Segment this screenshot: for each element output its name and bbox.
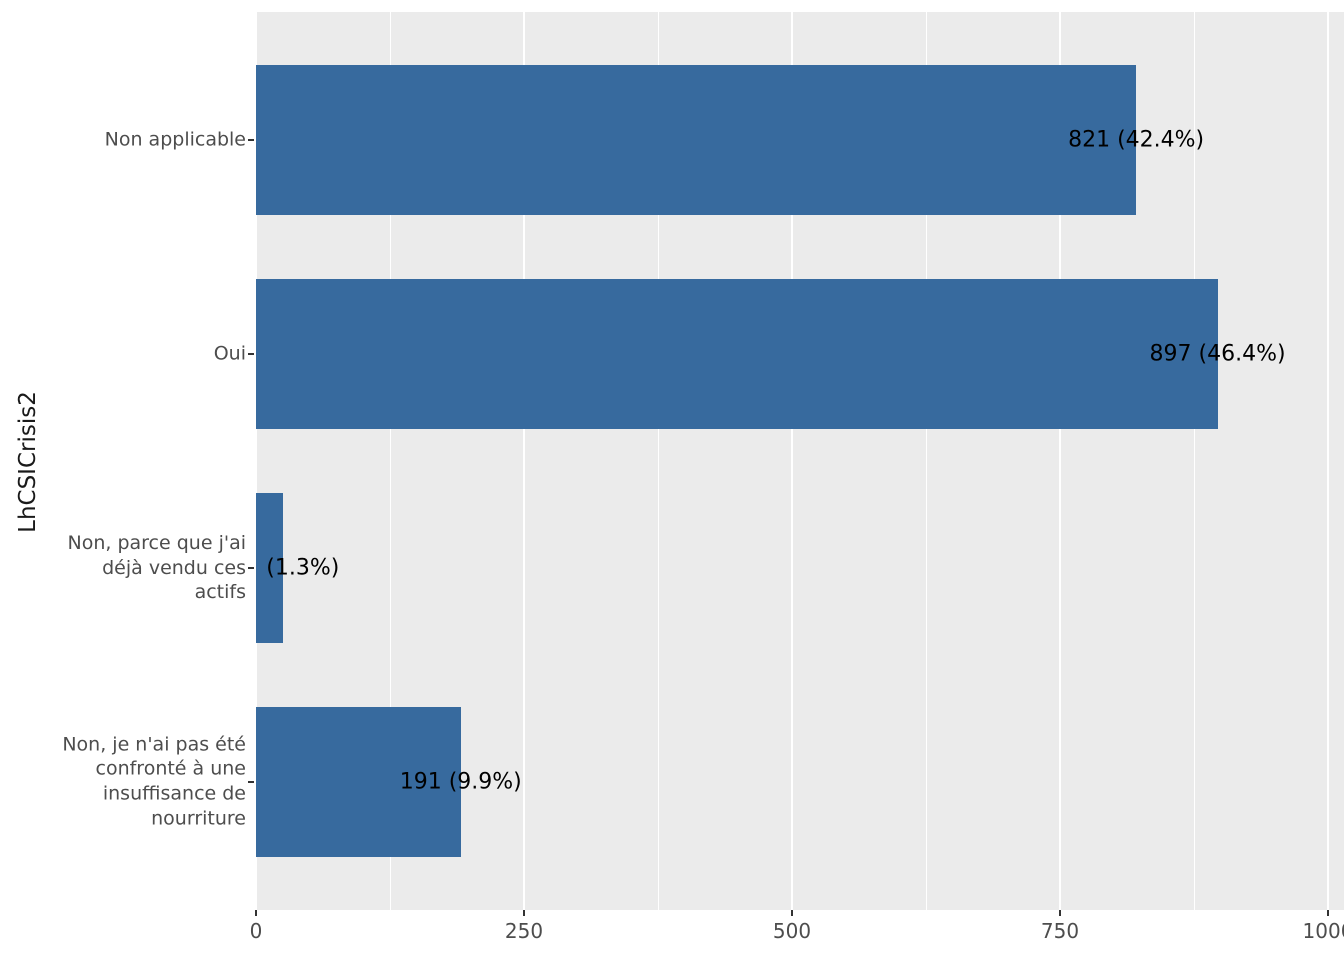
x-axis-tick-label: 0 bbox=[249, 919, 263, 943]
minor-gridline bbox=[925, 12, 927, 910]
category-tick-label: Oui bbox=[213, 342, 246, 365]
bar-value-label: 191 (9.9%) bbox=[399, 769, 522, 795]
bar bbox=[256, 706, 461, 857]
major-gridline bbox=[1327, 12, 1329, 910]
category-tick-label: Non applicable bbox=[104, 128, 246, 151]
plot-panel: 821 (42.4%) 897 (46.4%) (1.3%) 191 (9.9%) bbox=[256, 12, 1344, 910]
x-tick-mark bbox=[255, 910, 257, 916]
x-tick-mark bbox=[791, 910, 793, 916]
bar-value-label: 897 (46.4%) bbox=[1149, 341, 1286, 367]
minor-gridline bbox=[1193, 12, 1195, 910]
y-tick-mark bbox=[248, 139, 254, 142]
bar-value-label: 821 (42.4%) bbox=[1068, 127, 1205, 153]
y-tick-mark bbox=[248, 780, 254, 783]
major-gridline bbox=[791, 12, 793, 910]
major-gridline bbox=[1059, 12, 1061, 910]
bar bbox=[256, 493, 283, 643]
major-gridline bbox=[256, 12, 257, 910]
y-axis-labels: Non applicable Oui Non, parce que j'ai déj… bbox=[0, 12, 246, 910]
minor-gridline bbox=[389, 12, 391, 910]
category-tick-label: Non, parce que j'ai déjà vendu ces actif… bbox=[67, 531, 247, 604]
minor-gridline bbox=[657, 12, 659, 910]
bar-value-label: (1.3%) bbox=[266, 555, 340, 581]
category-tick-label: Non, je n'ai pas été confronté à une ins… bbox=[62, 733, 246, 830]
x-axis-tick-label: 750 bbox=[1040, 919, 1080, 943]
bar bbox=[256, 279, 1218, 429]
y-tick-mark bbox=[248, 353, 254, 356]
x-tick-mark bbox=[1327, 910, 1329, 916]
major-gridline bbox=[523, 12, 525, 910]
x-axis-tick-label: 500 bbox=[772, 919, 812, 943]
x-axis-tick-label: 250 bbox=[504, 919, 544, 943]
x-axis-tick-label: 1000 bbox=[1302, 919, 1344, 943]
x-tick-mark bbox=[523, 910, 525, 916]
y-tick-mark bbox=[248, 566, 254, 569]
x-tick-mark bbox=[1059, 910, 1061, 916]
bar bbox=[256, 65, 1137, 216]
